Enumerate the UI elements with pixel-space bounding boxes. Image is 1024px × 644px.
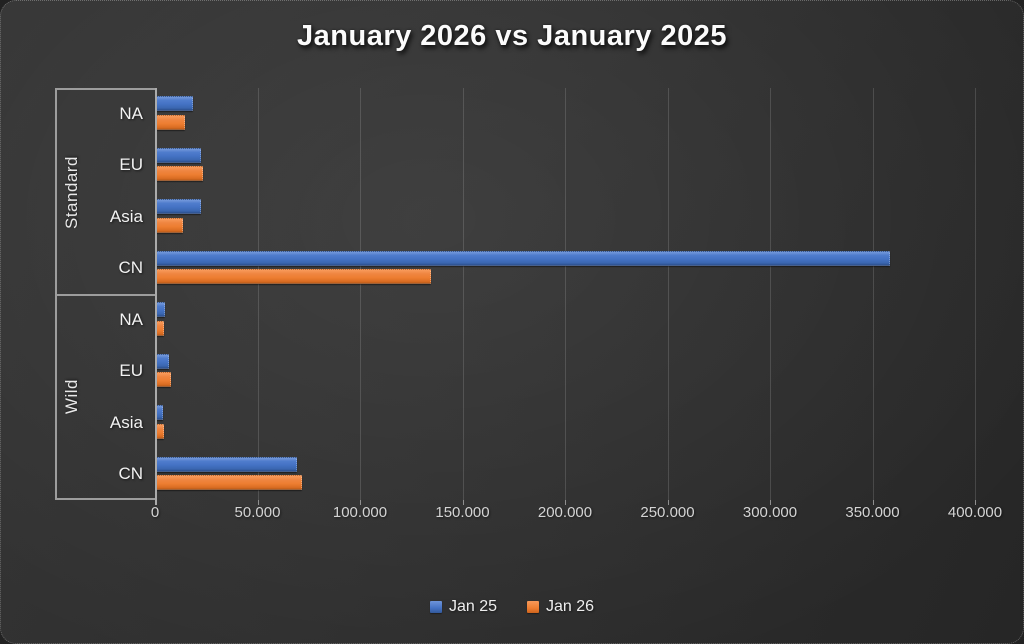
x-tick-label-3: 150.000 <box>435 504 490 521</box>
gridline <box>565 88 566 500</box>
category-row <box>155 191 975 243</box>
bar-jan-26-standard-cn <box>155 269 431 284</box>
bar-jan-26-standard-asia <box>155 217 183 233</box>
category-axis-labels: NA EU Asia CN NA EU Asia CN <box>0 88 150 500</box>
group-label-wild: Wild <box>62 379 81 415</box>
bar-jan-26-wild-na <box>155 320 165 336</box>
category-row <box>155 140 975 192</box>
x-axis-tick <box>770 500 771 505</box>
x-tick-label-6: 300.000 <box>742 504 798 521</box>
group-axis-boxes: Standard Wild <box>55 88 155 500</box>
x-tick-label-7: 350.000 <box>845 504 900 521</box>
plot-area <box>155 88 976 505</box>
bar-jan-26-wild-cn <box>155 475 302 490</box>
legend-item-jan-25: Jan 25 <box>429 598 497 616</box>
category-label-asia: Asia <box>109 412 143 432</box>
category-label-asia: Asia <box>109 206 143 226</box>
category-label-eu: EU <box>119 155 143 175</box>
category-row <box>155 88 975 140</box>
chart-title: January 2026 vs January 2025 <box>297 20 727 52</box>
bar-jan-25-wild-eu <box>155 353 170 369</box>
x-tick-label-8: 400.000 <box>947 504 1003 521</box>
bar-jan-25-standard-cn <box>155 250 890 266</box>
category-row <box>155 243 975 295</box>
category-row <box>155 449 975 501</box>
x-tick-label-4: 200.000 <box>537 504 593 521</box>
bar-jan-25-standard-asia <box>155 199 202 214</box>
legend-swatch-jan-26 <box>527 601 539 613</box>
bar-jan-25-standard-na <box>155 96 193 111</box>
bar-jan-25-wild-cn <box>155 456 298 472</box>
category-label-na: NA <box>119 103 143 123</box>
bar-jan-25-standard-eu <box>155 147 202 163</box>
gridline <box>770 88 771 500</box>
bar-jan-26-wild-asia <box>155 423 165 439</box>
x-tick-label-0: 0 <box>150 504 160 521</box>
x-axis-tick <box>975 500 976 505</box>
category-row <box>155 397 975 449</box>
bar-jan-26-standard-na <box>155 114 185 130</box>
x-axis-tick <box>565 500 566 505</box>
category-row <box>155 294 975 346</box>
legend-swatch-jan-25 <box>429 601 442 613</box>
category-axis-line <box>155 88 157 505</box>
x-tick-label-5: 250.000 <box>640 504 695 521</box>
gridline <box>872 88 874 500</box>
category-label-cn: CN <box>118 258 143 278</box>
x-axis-tick <box>360 500 361 505</box>
group-box-wild: Wild <box>57 294 155 500</box>
category-row <box>155 346 975 398</box>
legend: Jan 25 Jan 26 <box>0 598 1024 616</box>
x-axis-tick-labels: 0 50.000 100.000 150.000 200.000 250.000 300.0… <box>151 504 1002 526</box>
gridline <box>257 88 259 500</box>
x-tick-label-2: 100.000 <box>332 504 388 521</box>
gridline <box>975 88 976 500</box>
x-tick-label-1: 50.000 <box>234 504 281 521</box>
bar-jan-25-wild-na <box>155 302 166 317</box>
x-axis-tick <box>872 500 874 505</box>
bar-jan-26-wild-eu <box>155 372 172 387</box>
group-box-standard: Standard <box>57 88 155 294</box>
category-label-eu: EU <box>119 361 143 381</box>
legend-label-jan-26: Jan 26 <box>546 598 595 615</box>
category-label-na: NA <box>119 309 143 329</box>
bar-jan-25-wild-asia <box>155 405 164 420</box>
gridline <box>667 88 669 500</box>
x-axis-tick <box>667 500 669 505</box>
x-axis-tick <box>257 500 259 505</box>
bar-jan-26-standard-eu <box>155 166 204 181</box>
gridline <box>360 88 361 500</box>
legend-label-jan-25: Jan 25 <box>448 598 497 615</box>
group-label-standard: Standard <box>62 155 81 229</box>
gridline <box>462 88 464 500</box>
category-label-cn: CN <box>118 464 143 484</box>
legend-item-jan-26: Jan 26 <box>527 598 594 616</box>
x-axis-tick <box>462 500 464 505</box>
